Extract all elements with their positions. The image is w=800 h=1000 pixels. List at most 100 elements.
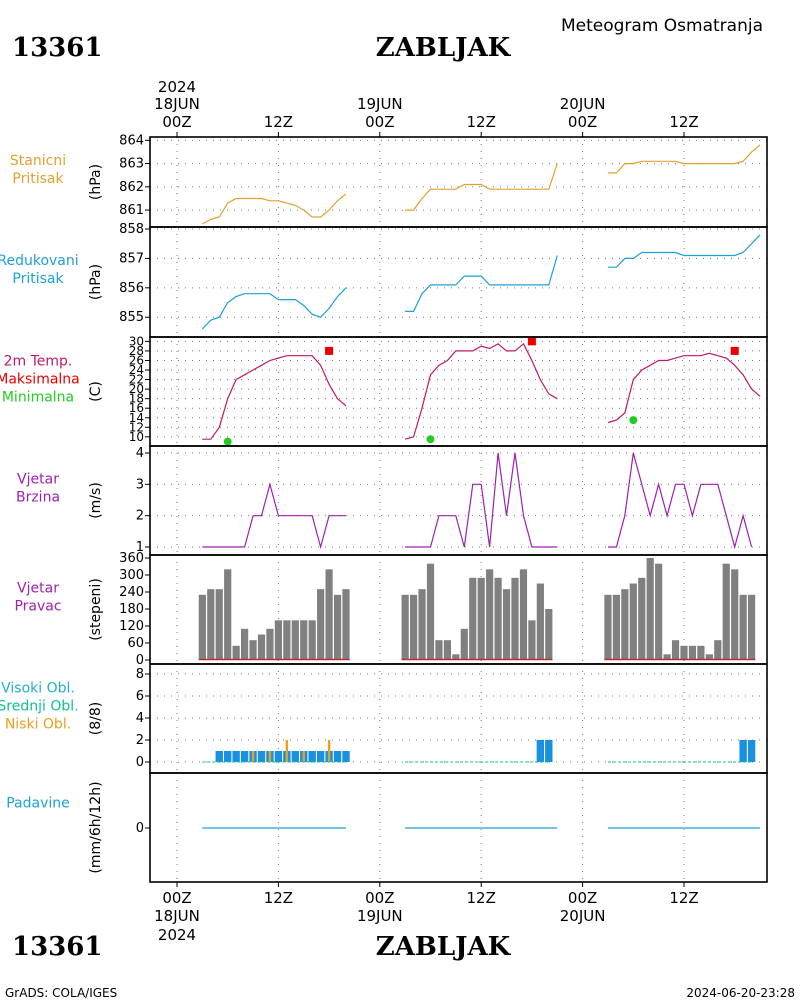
y-tick-label: 0	[136, 653, 144, 668]
bar-wind_direction	[731, 569, 739, 660]
y-tick-label: 360	[119, 551, 144, 566]
bar-wind_direction	[257, 634, 266, 660]
top-year: 2024	[158, 78, 196, 96]
panel-frame	[149, 136, 768, 228]
bar-wind_direction	[697, 645, 705, 660]
bar-wind_direction	[604, 594, 612, 660]
time-label-bottom-date: 19JUN	[357, 907, 403, 925]
bar-clouds	[545, 740, 553, 762]
y-tick-label: 180	[119, 602, 144, 617]
panel-label: Redukovani	[0, 253, 79, 269]
time-label-bottom-date: 18JUN	[154, 907, 200, 925]
series-line-wind_speed	[202, 481, 346, 550]
y-axis-label: (stepeni)	[88, 578, 104, 641]
series-line-temperature	[607, 352, 761, 424]
bar-wind_direction	[274, 620, 282, 660]
footer-year: 2024	[158, 926, 196, 944]
y-tick-label: 14	[129, 411, 144, 425]
bar-wind_direction	[477, 577, 485, 660]
bar-wind_direction	[249, 640, 257, 660]
bar-wind_direction	[511, 577, 519, 660]
panel-label: Maksimalna	[0, 372, 80, 388]
y-tick-label: 12	[129, 420, 144, 434]
bar-clouds	[232, 751, 240, 762]
bar-wind_direction	[748, 594, 756, 660]
bar-wind_direction	[502, 589, 511, 660]
panel-label: Niski Obl.	[5, 717, 71, 733]
bar-wind_direction	[494, 577, 502, 660]
panel-wind_direction: 0 60 120 180 240 300 360 (stepeni) Vjetar Pravac	[14, 551, 768, 668]
series-line-temperature	[404, 342, 558, 440]
bar-wind_direction	[435, 640, 443, 660]
bar-clouds	[739, 740, 747, 762]
bar-wind_direction	[325, 569, 333, 660]
time-label-bottom-date: 20JUN	[560, 907, 606, 925]
bar-wind_direction	[452, 654, 460, 660]
y-tick-label: 28	[129, 344, 144, 358]
y-tick-label: 16	[129, 401, 144, 415]
low-cloud-bar	[327, 740, 331, 762]
bar-wind_direction	[629, 583, 637, 660]
bar-wind_direction	[671, 640, 680, 660]
max-temp-marker	[527, 337, 536, 346]
max-temp-marker	[730, 346, 739, 355]
panel-label: 2m Temp.	[4, 354, 73, 370]
time-label-top-date: 18JUN	[154, 95, 200, 113]
min-temp-marker	[426, 435, 435, 444]
time-label-bottom-hour: 12Z	[264, 889, 293, 907]
bar-wind_direction	[418, 589, 426, 660]
low-cloud-bar	[302, 751, 305, 762]
panel-frame	[149, 445, 768, 556]
min-temp-marker	[223, 437, 232, 446]
y-tick-label: 22	[129, 373, 144, 387]
series-line-reduced_pressure	[608, 234, 761, 268]
y-tick-label: 863	[119, 157, 144, 172]
y-tick-label: 8	[136, 667, 144, 682]
y-tick-label: 864	[119, 133, 144, 148]
bar-wind_direction	[655, 563, 663, 660]
y-tick-label: 0	[136, 755, 144, 770]
bar-wind_direction	[410, 594, 418, 660]
bar-clouds	[316, 751, 325, 762]
bar-clouds	[291, 751, 299, 762]
series-line-station_pressure	[202, 193, 347, 225]
bar-wind_direction	[621, 589, 629, 660]
bar-wind_direction	[528, 620, 536, 660]
y-tick-label: 20	[129, 382, 144, 396]
bar-wind_direction	[638, 577, 646, 660]
bar-wind_direction	[722, 563, 730, 660]
y-tick-label: 4	[136, 711, 144, 726]
min-temp-marker	[629, 416, 638, 425]
y-tick-label: 855	[119, 310, 144, 325]
bar-wind_direction	[426, 563, 435, 660]
footer-station-name: ZABLJAK	[376, 932, 512, 962]
y-tick-label: 6	[136, 689, 144, 704]
time-label-top-hour: 12Z	[467, 113, 496, 131]
low-cloud-bar	[285, 740, 289, 762]
bar-wind_direction	[241, 628, 249, 660]
panels: 861862863864(hPa)StanicniPritisak8558568…	[0, 133, 768, 883]
bar-wind_direction	[646, 558, 654, 660]
y-tick-label: 857	[119, 251, 144, 266]
bar-clouds	[308, 751, 316, 762]
y-tick-label: 858	[119, 222, 144, 237]
bar-wind_direction	[266, 628, 274, 660]
bar-wind_direction	[443, 640, 451, 660]
y-tick-label: 856	[119, 281, 144, 296]
panel-wind_speed: 1 2 3 4 (m/s) Vjetar Brzina	[16, 445, 768, 556]
y-axis-label: (8/8)	[88, 702, 104, 735]
series-line-wind_speed	[405, 452, 558, 548]
bar-wind_direction	[198, 594, 206, 660]
y-tick-label: 60	[127, 636, 144, 651]
bar-clouds	[240, 751, 249, 762]
time-label-bottom-hour: 00Z	[568, 889, 597, 907]
panel-label: Vjetar	[17, 472, 59, 488]
meteogram-title: Meteogram Osmatranja	[561, 16, 763, 36]
panel-label: Visoki Obl.	[1, 681, 75, 697]
panel-clouds: 0 2 4 6 8 (8/8) Visoki Obl. Srednji Obl. Niski O…	[0, 663, 768, 774]
series-line-reduced_pressure	[201, 287, 347, 330]
bar-wind_direction	[317, 589, 325, 660]
y-axis-label: (m/s)	[88, 482, 104, 519]
y-tick-label: 240	[119, 585, 144, 600]
